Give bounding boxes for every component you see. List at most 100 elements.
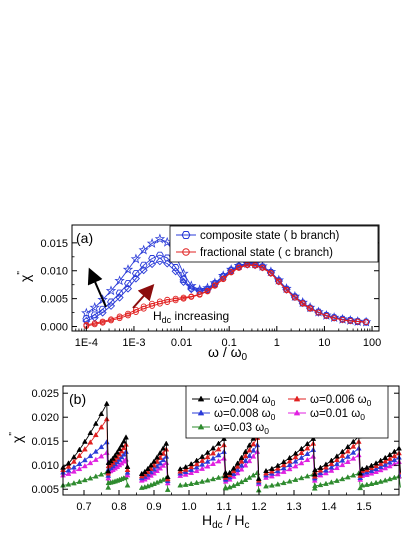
panel-a-point: [116, 315, 123, 322]
legend-entry-omega: ω=0.004 ω0: [214, 394, 276, 408]
panel-b-point: [339, 475, 346, 482]
panel-b-point: [339, 452, 346, 458]
panel-a-point: [114, 275, 125, 286]
panel-b-point: [250, 453, 257, 459]
panel-b-point: [234, 463, 241, 469]
panel-b-point: [304, 445, 311, 451]
panel-a-point: [91, 321, 98, 328]
panel-b-point: [193, 457, 200, 463]
panel-b-point: [386, 459, 393, 465]
panel-b-point: [328, 457, 335, 463]
panel-a-point: [235, 265, 242, 271]
panel-b-legend: ω=0.004 ω0 ω=0.006 ω0 ω=0.008 ω0 ω=0.01 ω0 ω…: [185, 385, 389, 439]
panel-b-point: [215, 458, 222, 464]
panel-a-ytick-label: 0.005: [40, 294, 68, 306]
panel-b-point: [363, 469, 370, 475]
panel-a-point: [163, 254, 172, 262]
legend-triangle-marker: [197, 395, 205, 402]
legend-entry-omega: ω=0.006 ω0: [310, 394, 372, 408]
panel-b-point: [242, 457, 249, 463]
panel-b-point: [188, 469, 195, 476]
panel-b-ylabel: χ": [8, 432, 25, 443]
panel-b-point: [246, 447, 253, 453]
panel-a-point: [163, 259, 172, 268]
panel-a-point: [187, 285, 196, 294]
panel-b-point: [124, 472, 131, 478]
legend-circle-marker: [182, 248, 190, 256]
panel-b-point: [124, 469, 131, 475]
panel-b-point: [164, 473, 171, 480]
panel-a-xlabel: ω / ω0: [208, 344, 248, 363]
panel-b-point: [274, 471, 281, 477]
panel-b-point: [157, 449, 164, 456]
panel-b-point: [377, 457, 384, 463]
panel-b-point: [105, 468, 112, 474]
panel-b-point: [193, 467, 200, 474]
panel-b-point: [328, 460, 335, 466]
panel-b-ytick-label: 0.015: [31, 436, 59, 448]
panel-b-point: [118, 454, 125, 460]
panel-b-point: [238, 478, 245, 485]
panel-a-label: (a): [76, 230, 93, 246]
panel-b-point: [350, 438, 357, 444]
panel-a-point: [155, 257, 164, 266]
panel-b-series-line: [180, 444, 226, 475]
panel-a-point: [283, 287, 290, 294]
panel-b-point: [118, 442, 125, 448]
panel-b-point: [210, 445, 216, 451]
panel-a-point: [188, 294, 195, 300]
panel-b-point: [339, 461, 346, 468]
panel-a-point: [82, 316, 91, 325]
panel-b-point: [199, 465, 206, 471]
panel-b-point: [120, 451, 127, 457]
panel-b-data: [60, 400, 402, 493]
panel-b-point: [391, 456, 398, 463]
panel-b-series-line: [180, 475, 226, 488]
panel-a-point: [171, 267, 180, 276]
panel-b-point: [350, 455, 357, 461]
legend-entry-fractional: fractional state ( c branch): [200, 247, 333, 259]
panel-a-legend: composite state ( b branch) fractional s…: [169, 225, 379, 263]
panel-b-point: [92, 420, 99, 426]
panel-b-ytick-label: 0.020: [31, 412, 59, 424]
panel-b-point: [304, 440, 311, 447]
panel-b-point: [124, 463, 131, 469]
panel-b-point: [246, 442, 253, 448]
panel-b-point: [339, 457, 346, 463]
panel-a-xtick-label: 1: [274, 337, 280, 349]
panel-a-point: [99, 319, 106, 326]
panel-b-point: [148, 462, 154, 468]
panel-b-point: [71, 453, 77, 460]
panel-b-point: [274, 462, 281, 468]
panel-b-point: [317, 464, 324, 470]
panel-b-point: [76, 478, 83, 484]
panel-b-point: [274, 468, 281, 474]
panel-b-point: [350, 472, 357, 478]
panel-b-series-line: [265, 442, 316, 477]
panel-b-point: [103, 439, 110, 445]
panel-b-point: [304, 456, 311, 463]
panel-b-point: [230, 468, 237, 474]
panel-b-point: [204, 463, 211, 469]
panel-b-point: [124, 466, 131, 473]
panel-a-ytick-label: 0.010: [40, 266, 68, 278]
panel-a-point: [146, 237, 158, 248]
panel-b-point: [238, 454, 245, 460]
panel-b-series-line: [265, 437, 316, 475]
panel-b-point: [344, 448, 351, 454]
panel-b-point: [92, 456, 99, 462]
panel-b-point: [328, 467, 335, 473]
panel-a-ylabel: χ": [16, 271, 33, 282]
panel-b-point: [298, 460, 305, 466]
panel-b-point: [333, 464, 340, 471]
panel-b-point: [368, 480, 375, 486]
panel-a-point: [220, 276, 227, 283]
panel-b-point: [263, 467, 269, 474]
panel-b-point: [382, 477, 389, 483]
panel-b-point: [112, 452, 118, 458]
panel-b-point: [193, 464, 200, 470]
panel-b-point: [312, 482, 318, 488]
panel-a-point: [108, 317, 114, 324]
panel-b-point: [386, 451, 393, 457]
legend-entry-composite: composite state ( b branch): [200, 230, 340, 242]
